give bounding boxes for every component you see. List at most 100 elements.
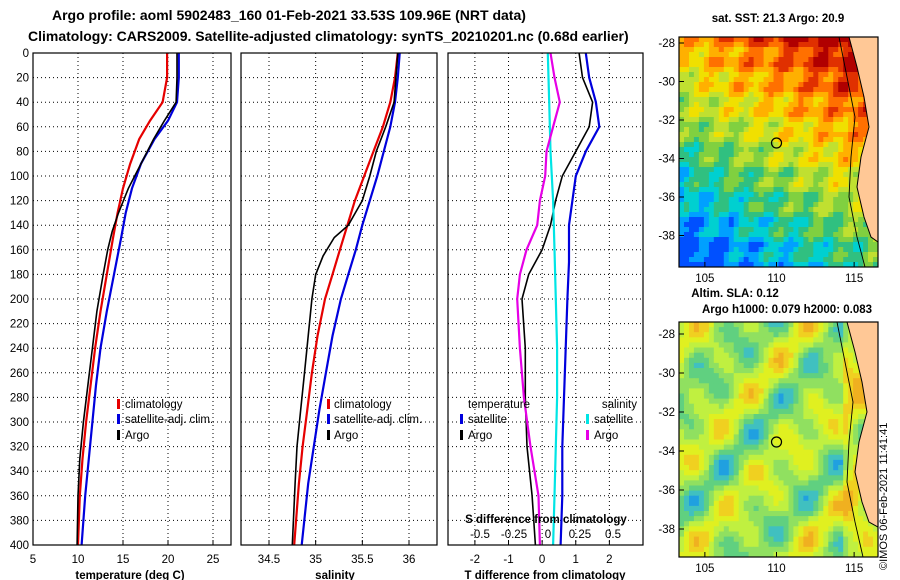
map-cell [713, 536, 720, 543]
map-cell [788, 347, 794, 354]
map-cell [838, 362, 844, 369]
map-cell [713, 97, 720, 103]
map-cell [748, 459, 755, 466]
map-cell [753, 72, 760, 78]
map-cell [798, 327, 804, 333]
map-cell [798, 526, 804, 532]
map-cell [823, 217, 829, 223]
map-cell [803, 112, 809, 118]
map-cell [798, 152, 804, 158]
map-cell [843, 147, 849, 153]
map-cell [823, 383, 829, 389]
map-cell [738, 500, 745, 507]
map-cell [853, 177, 859, 183]
map-cell [798, 112, 804, 118]
map-cell [813, 373, 819, 379]
map-cell [828, 424, 834, 430]
map-x-tick-label: 110 [767, 563, 785, 575]
map-cell [689, 414, 695, 420]
map-cell [748, 383, 755, 389]
map-cell [823, 212, 829, 218]
map-cell [818, 485, 824, 492]
map-cell [733, 505, 740, 512]
map-cell [703, 444, 710, 451]
map-cell [693, 398, 700, 405]
map-cell [743, 551, 750, 558]
map-cell [783, 393, 789, 400]
map-cell [758, 117, 765, 123]
map-cell [803, 97, 809, 103]
map-cell [853, 449, 859, 456]
map-cell [858, 511, 864, 517]
map-cell [753, 157, 760, 163]
map-cell [748, 419, 755, 425]
map-cell [843, 541, 849, 548]
map-cell [848, 72, 854, 78]
map-cell [748, 162, 755, 168]
map-cell [768, 237, 774, 243]
map-cell [768, 551, 774, 558]
map-cell [783, 536, 789, 543]
map-cell [689, 327, 695, 333]
map-cell [798, 383, 804, 389]
map-cell [703, 541, 710, 548]
map-cell [798, 403, 804, 410]
map-cell [793, 332, 799, 338]
map-cell [748, 531, 755, 538]
map-cell [828, 232, 834, 238]
map-y-tick-label: -36 [658, 485, 675, 497]
map-cell [828, 157, 834, 163]
top-tick-label: 0.25 [569, 529, 591, 541]
map-cell [713, 87, 720, 93]
map-cell [743, 207, 750, 213]
map-cell [823, 252, 829, 258]
map-cell [689, 444, 695, 451]
map-cell [728, 112, 735, 118]
map-cell [808, 424, 814, 430]
map-cell [768, 337, 774, 343]
map-cell [758, 495, 765, 502]
map-cell [679, 202, 685, 208]
map-cell [718, 352, 725, 359]
map-cell [738, 177, 745, 183]
y-tick-label: 0 [23, 48, 29, 60]
map-cell [748, 127, 755, 133]
map-cell [738, 117, 745, 123]
map-cell [684, 511, 690, 517]
map-cell [843, 247, 849, 253]
map-cell [848, 408, 854, 415]
map-cell [778, 197, 784, 203]
map-cell [783, 434, 789, 440]
map-cell [793, 531, 799, 538]
map-cell [778, 252, 784, 258]
map-cell [843, 252, 849, 258]
map-cell [808, 92, 814, 98]
map-cell [723, 72, 730, 78]
map-cell [723, 92, 730, 98]
map-cell [708, 322, 715, 328]
map-cell [838, 57, 844, 63]
map-cell [738, 107, 745, 113]
map-cell [679, 47, 685, 53]
map-cell [684, 212, 690, 218]
map-cell [808, 142, 814, 148]
map-cell [723, 408, 730, 415]
map-cell [689, 398, 695, 405]
map-y-tick-label: -34 [658, 154, 675, 166]
map-cell [718, 72, 725, 78]
map-cell [718, 62, 725, 68]
map-cell [823, 72, 829, 78]
map-cell [708, 521, 715, 527]
map-cell [838, 511, 844, 517]
map-cell [763, 97, 770, 103]
map-cell [773, 37, 779, 43]
map-cell [758, 42, 765, 48]
map-cell [758, 357, 765, 364]
map-cell [833, 500, 839, 507]
map-cell [793, 117, 799, 123]
map-cell [738, 222, 745, 228]
map-cell [713, 470, 720, 476]
map-cell [848, 137, 854, 143]
map-cell [813, 257, 819, 263]
map-cell [813, 352, 819, 359]
